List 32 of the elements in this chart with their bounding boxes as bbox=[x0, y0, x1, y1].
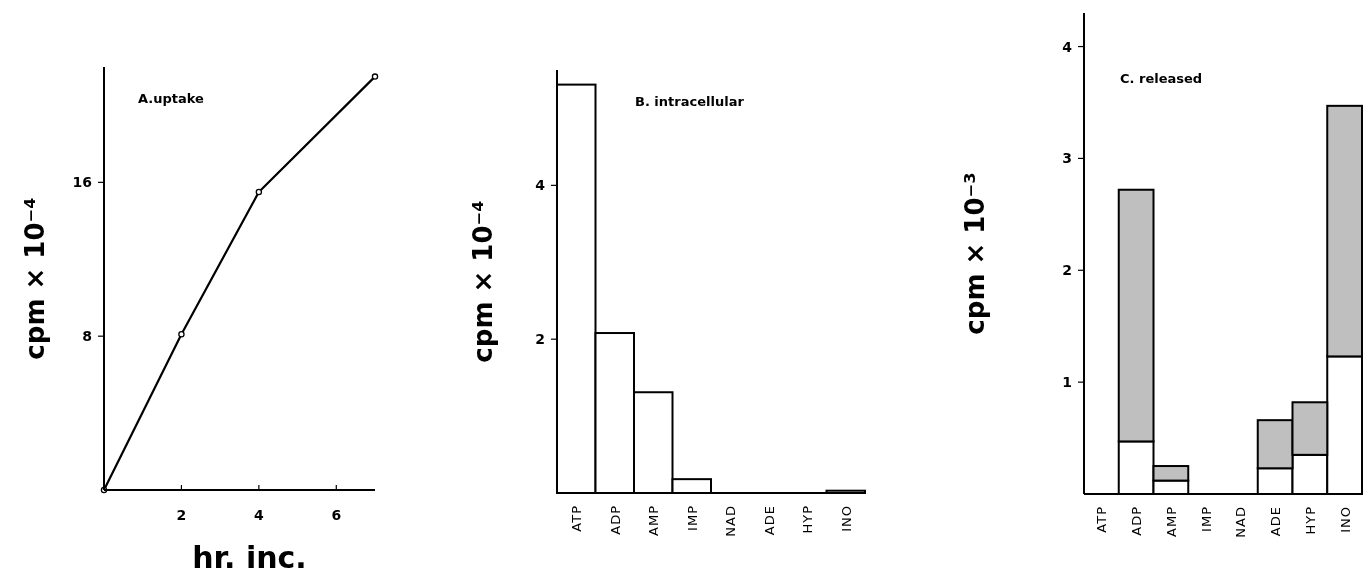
x-tick-label: AMP bbox=[646, 505, 662, 536]
y-tick-label: 8 bbox=[82, 328, 92, 345]
y-axis-title: cpm × 10⁻⁴ bbox=[468, 200, 498, 363]
y-tick-label: 1 bbox=[1062, 374, 1072, 391]
x-tick-label: 2 bbox=[176, 507, 187, 523]
x-tick-label: INO bbox=[838, 505, 854, 532]
x-tick-label: ADE bbox=[1268, 506, 1284, 537]
x-tick-label: ATP bbox=[1094, 506, 1110, 533]
y-tick-label: 4 bbox=[1062, 38, 1073, 55]
x-tick-label: IMP bbox=[684, 505, 700, 531]
x-tick-label: ADP bbox=[1129, 506, 1145, 536]
x-tick-label: 4 bbox=[253, 507, 264, 523]
x-tick-label: ADE bbox=[761, 505, 777, 536]
y-axis-title: cpm × 10⁻³ bbox=[960, 172, 990, 335]
x-axis-title: hr. inc. bbox=[192, 540, 307, 575]
x-tick-label: IMP bbox=[1198, 506, 1214, 532]
x-tick-label: NAD bbox=[1233, 506, 1249, 538]
x-tick-label: AMP bbox=[1163, 506, 1179, 537]
x-tick-label: ADP bbox=[607, 505, 623, 535]
text: C. released bbox=[1120, 71, 1203, 86]
x-tick-label: 6 bbox=[331, 507, 342, 523]
text: B. intracellular bbox=[635, 94, 745, 109]
x-tick-label: ATP bbox=[569, 505, 585, 532]
y-axis-title: cpm × 10⁻⁴ bbox=[20, 197, 50, 360]
x-tick-label: INO bbox=[1337, 506, 1353, 533]
x-tick-label: HYP bbox=[1302, 506, 1318, 535]
y-tick-label: 3 bbox=[1062, 150, 1072, 167]
y-tick-label: 2 bbox=[1062, 262, 1072, 279]
x-tick-label: NAD bbox=[723, 505, 739, 537]
y-tick-label: 16 bbox=[72, 174, 92, 191]
x-tick-label: HYP bbox=[800, 505, 816, 534]
text: A.uptake bbox=[138, 91, 205, 106]
